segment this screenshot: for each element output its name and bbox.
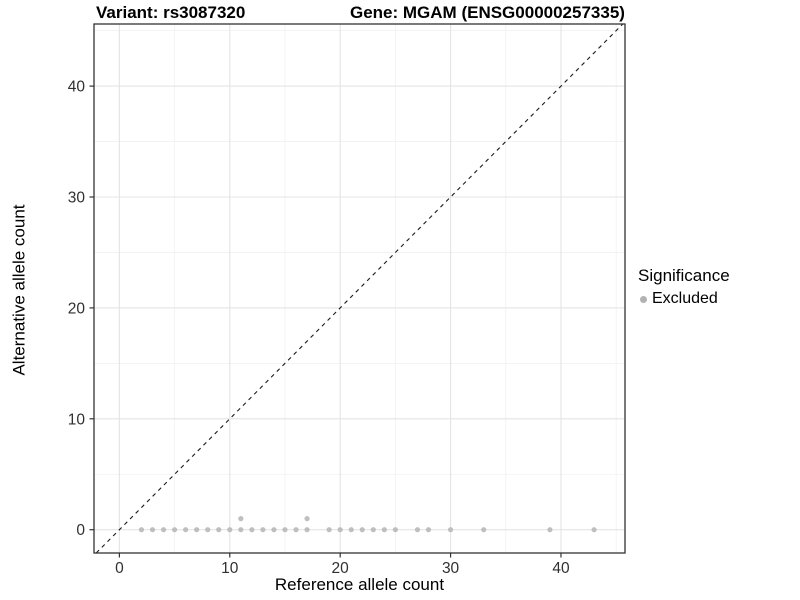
scatter-point (348, 527, 354, 533)
scatter-point (171, 527, 178, 533)
y-tick-label: 20 (68, 300, 86, 317)
x-tick-label: 30 (442, 560, 460, 577)
scatter-point (138, 527, 145, 533)
scatter-point (205, 527, 211, 533)
scatter-point (238, 527, 244, 533)
y-tick-label: 40 (68, 79, 86, 96)
scatter-point (216, 527, 222, 533)
scatter-point (414, 527, 421, 533)
panel-border (93, 23, 626, 554)
x-tick-label: 10 (221, 560, 239, 577)
scatter-point (293, 527, 299, 533)
scatter-point (304, 527, 310, 533)
scatter-point (370, 527, 376, 533)
scatter-point (337, 527, 343, 533)
legend-item-label: Excluded (652, 290, 718, 307)
scatter-point (359, 527, 365, 533)
x-tick-label: 40 (552, 560, 570, 577)
scatter-point (326, 527, 332, 533)
x-axis-title: Reference allele count (274, 575, 445, 594)
x-tick-label: 20 (332, 560, 350, 577)
scatter-point (591, 527, 597, 533)
scatter-point (260, 527, 266, 533)
y-tick-label: 10 (68, 411, 86, 428)
scatter-point (304, 516, 310, 522)
scatter-point (194, 527, 200, 533)
scatter-point (238, 516, 244, 522)
legend-item-excluded: Excluded (638, 290, 730, 308)
legend: Significance Excluded (638, 266, 730, 308)
scatter-point (183, 527, 189, 533)
scatter-point (149, 527, 156, 533)
scatter-point (425, 527, 432, 533)
legend-title: Significance (638, 266, 730, 285)
y-tick-label: 0 (76, 522, 85, 539)
y-tick-label: 30 (68, 190, 86, 207)
scatter-point (282, 527, 288, 533)
scatter-point (447, 527, 454, 533)
scatter-point (160, 527, 167, 533)
scatter-point (481, 527, 487, 533)
plot-title-variant: Variant: rs3087320 (96, 3, 246, 22)
identity-reference-line (95, 23, 624, 554)
scatter-point (227, 527, 233, 533)
scatter-point (249, 527, 255, 533)
y-axis-title: Alternative allele count (9, 204, 29, 376)
plot-title-gene: Gene: MGAM (ENSG00000257335) (350, 3, 625, 22)
scatter-point (381, 527, 387, 533)
legend-key-dot-icon (640, 295, 647, 303)
scatter-point (271, 527, 277, 533)
scatter-point (392, 527, 398, 533)
scatter-point (547, 527, 553, 533)
x-tick-label: 0 (115, 560, 124, 577)
